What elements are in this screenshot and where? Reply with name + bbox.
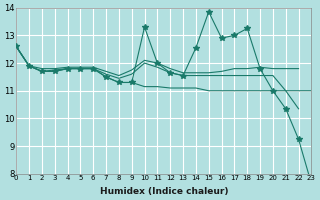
X-axis label: Humidex (Indice chaleur): Humidex (Indice chaleur) [100,187,228,196]
